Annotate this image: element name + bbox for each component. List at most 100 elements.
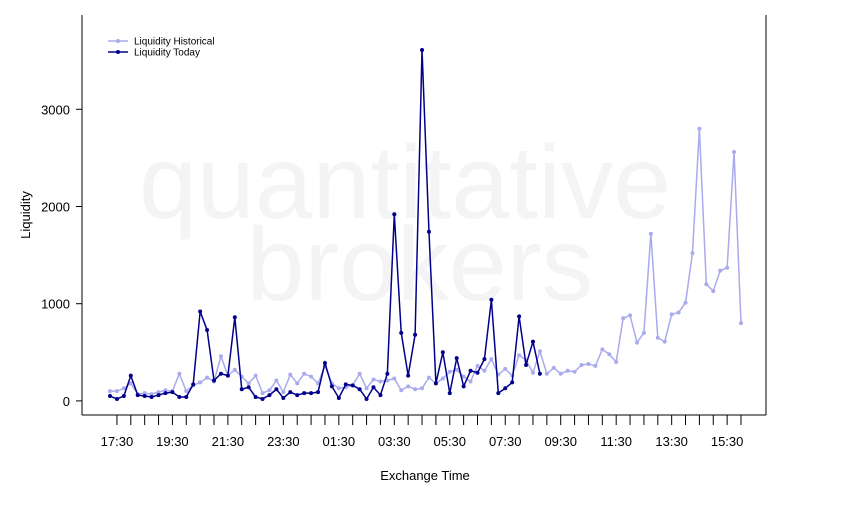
point <box>725 265 730 270</box>
point <box>510 380 515 385</box>
point <box>329 384 334 389</box>
point <box>274 387 279 392</box>
point <box>392 376 397 381</box>
point <box>156 390 161 395</box>
point <box>163 388 168 393</box>
point <box>530 370 535 375</box>
point <box>711 289 716 294</box>
point <box>420 386 425 391</box>
point <box>288 390 293 395</box>
point <box>413 332 418 337</box>
point <box>281 390 286 395</box>
point <box>385 378 390 383</box>
point <box>489 357 494 362</box>
point <box>614 360 619 365</box>
point <box>128 373 133 378</box>
x-tick-label: 03:30 <box>378 434 411 449</box>
point <box>274 378 279 383</box>
legend-marker <box>116 39 120 43</box>
point <box>232 367 237 372</box>
point <box>385 371 390 376</box>
point <box>218 371 223 376</box>
point <box>503 366 508 371</box>
point <box>551 365 556 370</box>
point <box>295 393 300 398</box>
point <box>364 386 369 391</box>
point <box>177 371 182 376</box>
point <box>426 375 431 380</box>
point <box>628 313 633 318</box>
point <box>662 339 667 344</box>
point <box>128 381 133 386</box>
point <box>468 379 473 384</box>
point <box>316 381 321 386</box>
point <box>260 396 265 401</box>
point <box>108 389 112 394</box>
point <box>281 395 286 400</box>
point <box>212 378 217 383</box>
point <box>704 282 709 287</box>
point <box>392 212 397 217</box>
point <box>170 390 175 395</box>
point <box>253 395 258 400</box>
point <box>260 391 265 396</box>
point <box>225 373 230 378</box>
y-tick-label: 3000 <box>41 102 70 117</box>
point <box>156 393 161 398</box>
point <box>440 350 445 355</box>
point <box>149 392 154 397</box>
point <box>246 385 251 390</box>
point <box>586 361 591 366</box>
legend-label: Liquidity Historical <box>134 37 215 48</box>
x-tick-label: 09:30 <box>544 434 577 449</box>
point <box>336 395 341 400</box>
point <box>302 371 307 376</box>
point <box>198 309 203 314</box>
point <box>177 395 182 400</box>
point <box>378 393 383 398</box>
point <box>267 388 272 393</box>
watermark: brokers <box>247 207 594 323</box>
point <box>503 386 508 391</box>
point <box>579 362 584 367</box>
point <box>295 381 300 386</box>
point <box>343 382 348 387</box>
point <box>697 126 702 131</box>
x-tick-label: 23:30 <box>267 434 300 449</box>
point <box>288 372 293 377</box>
point <box>322 360 327 365</box>
point <box>621 316 626 321</box>
point <box>121 394 126 399</box>
point <box>517 353 522 358</box>
point <box>184 389 189 394</box>
point <box>454 367 459 372</box>
point <box>634 340 639 345</box>
point <box>461 384 466 389</box>
point <box>406 373 411 378</box>
point <box>739 321 743 326</box>
point <box>309 391 314 396</box>
point <box>184 395 189 400</box>
point <box>163 391 168 396</box>
legend-label: Liquidity Today <box>134 48 200 59</box>
point <box>669 312 674 317</box>
point <box>399 388 404 393</box>
point <box>413 387 418 392</box>
point <box>205 327 210 332</box>
point <box>482 357 487 362</box>
x-tick-label: 05:30 <box>433 434 466 449</box>
point <box>648 231 653 236</box>
y-axis-title: Liquidity <box>18 191 33 239</box>
point <box>357 387 362 392</box>
point <box>406 384 411 389</box>
x-tick-label: 15:30 <box>711 434 744 449</box>
y-tick-label: 0 <box>63 394 70 409</box>
point <box>191 382 196 387</box>
point <box>253 373 258 378</box>
point <box>683 300 688 305</box>
point <box>440 376 445 381</box>
point <box>600 347 605 352</box>
point <box>350 383 355 388</box>
point <box>205 375 210 380</box>
x-tick-label: 11:30 <box>600 434 632 449</box>
